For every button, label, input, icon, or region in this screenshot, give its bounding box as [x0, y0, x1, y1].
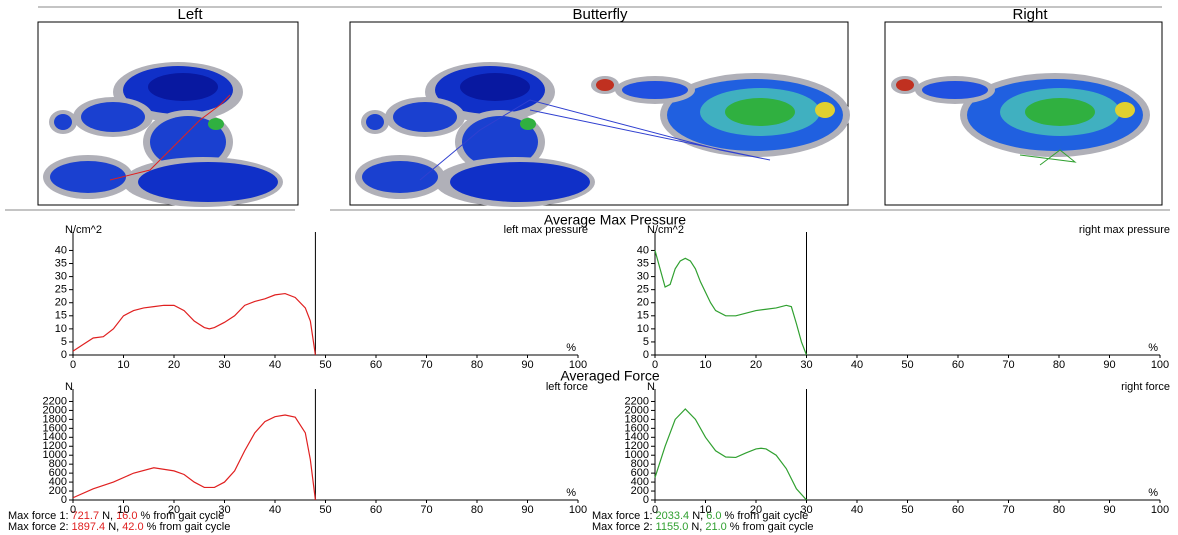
note-suffix: % from gait cycle — [730, 521, 814, 533]
y-tick-label: 40 — [637, 244, 649, 256]
x-tick-label: 10 — [117, 359, 129, 371]
x-tick-label: 80 — [471, 359, 483, 371]
note-label: Max force 2: — [8, 521, 69, 533]
x-axis-label: % — [1148, 487, 1158, 499]
data-line — [655, 409, 807, 500]
y-tick-label: 2200 — [43, 395, 67, 407]
x-tick-label: 50 — [319, 504, 331, 516]
note-unit: N, — [108, 521, 119, 533]
y-axis-label: N/cm^2 — [65, 224, 102, 236]
y-tick-label: 15 — [637, 310, 649, 322]
note-force: 1155.0 — [656, 521, 689, 533]
x-tick-label: 90 — [521, 359, 533, 371]
note-suffix: % from gait cycle — [147, 521, 231, 533]
y-tick-label: 35 — [637, 257, 649, 269]
x-tick-label: 30 — [218, 359, 230, 371]
x-tick-label: 70 — [420, 504, 432, 516]
x-tick-label: 90 — [1103, 359, 1115, 371]
y-axis-label: N — [65, 381, 73, 393]
x-axis-label: % — [566, 342, 576, 354]
x-axis-label: % — [1148, 342, 1158, 354]
y-tick-label: 10 — [55, 323, 67, 335]
view-title: Left — [177, 6, 203, 23]
note-label: Max force 2: — [592, 521, 653, 533]
x-tick-label: 0 — [70, 359, 76, 371]
note-percent: 21.0 — [705, 521, 726, 533]
x-tick-label: 100 — [1151, 359, 1169, 371]
x-tick-label: 20 — [168, 504, 180, 516]
x-tick-label: 40 — [269, 359, 281, 371]
y-axis-label: N/cm^2 — [647, 224, 684, 236]
x-tick-label: 10 — [699, 504, 711, 516]
x-tick-label: 20 — [168, 359, 180, 371]
x-tick-label: 100 — [1151, 504, 1169, 516]
y-tick-label: 15 — [55, 310, 67, 322]
x-tick-label: 100 — [569, 504, 587, 516]
x-tick-label: 10 — [699, 359, 711, 371]
y-tick-label: 10 — [637, 323, 649, 335]
note-percent: 42.0 — [122, 521, 143, 533]
x-tick-label: 60 — [370, 504, 382, 516]
x-tick-label: 0 — [70, 504, 76, 516]
view-title: Butterfly — [572, 6, 628, 23]
chart-title: left force — [546, 381, 588, 393]
chart-title: right force — [1121, 381, 1170, 393]
y-tick-label: 25 — [637, 284, 649, 296]
x-tick-label: 30 — [218, 504, 230, 516]
x-tick-label: 100 — [569, 359, 587, 371]
data-line — [73, 415, 315, 500]
x-tick-label: 50 — [901, 504, 913, 516]
x-tick-label: 20 — [750, 359, 762, 371]
x-axis-label: % — [566, 487, 576, 499]
x-tick-label: 0 — [652, 504, 658, 516]
y-tick-label: 35 — [55, 257, 67, 269]
x-tick-label: 60 — [952, 359, 964, 371]
note-unit: N, — [691, 521, 702, 533]
x-tick-label: 60 — [952, 504, 964, 516]
y-tick-label: 5 — [643, 336, 649, 348]
x-tick-label: 90 — [521, 504, 533, 516]
y-tick-label: 20 — [637, 297, 649, 309]
x-tick-label: 20 — [750, 504, 762, 516]
x-tick-label: 60 — [370, 359, 382, 371]
y-tick-label: 20 — [55, 297, 67, 309]
x-tick-label: 80 — [471, 504, 483, 516]
y-tick-label: 30 — [637, 270, 649, 282]
y-tick-label: 0 — [643, 349, 649, 361]
x-tick-label: 80 — [1053, 359, 1065, 371]
y-tick-label: 2200 — [625, 395, 649, 407]
x-tick-label: 90 — [1103, 504, 1115, 516]
x-tick-label: 30 — [800, 504, 812, 516]
y-tick-label: 0 — [61, 349, 67, 361]
x-tick-label: 40 — [851, 359, 863, 371]
x-tick-label: 30 — [800, 359, 812, 371]
note-force: 1897.4 — [72, 521, 106, 533]
x-tick-label: 70 — [420, 359, 432, 371]
x-tick-label: 70 — [1002, 359, 1014, 371]
x-tick-label: 80 — [1053, 504, 1065, 516]
x-tick-label: 40 — [269, 504, 281, 516]
data-line — [655, 250, 807, 355]
x-tick-label: 50 — [319, 359, 331, 371]
gait-report: Left Butterfly Right Average Max Pressur… — [0, 0, 1178, 535]
chart-title: right max pressure — [1079, 224, 1170, 236]
x-tick-label: 50 — [901, 359, 913, 371]
data-line — [73, 294, 315, 355]
x-tick-label: 10 — [117, 504, 129, 516]
x-tick-label: 70 — [1002, 504, 1014, 516]
x-tick-label: 0 — [652, 359, 658, 371]
y-tick-label: 30 — [55, 270, 67, 282]
y-tick-label: 40 — [55, 244, 67, 256]
y-tick-label: 25 — [55, 284, 67, 296]
x-tick-label: 40 — [851, 504, 863, 516]
y-tick-label: 5 — [61, 336, 67, 348]
chart-title: left max pressure — [504, 224, 588, 236]
y-axis-label: N — [647, 381, 655, 393]
view-title: Right — [1012, 6, 1048, 23]
